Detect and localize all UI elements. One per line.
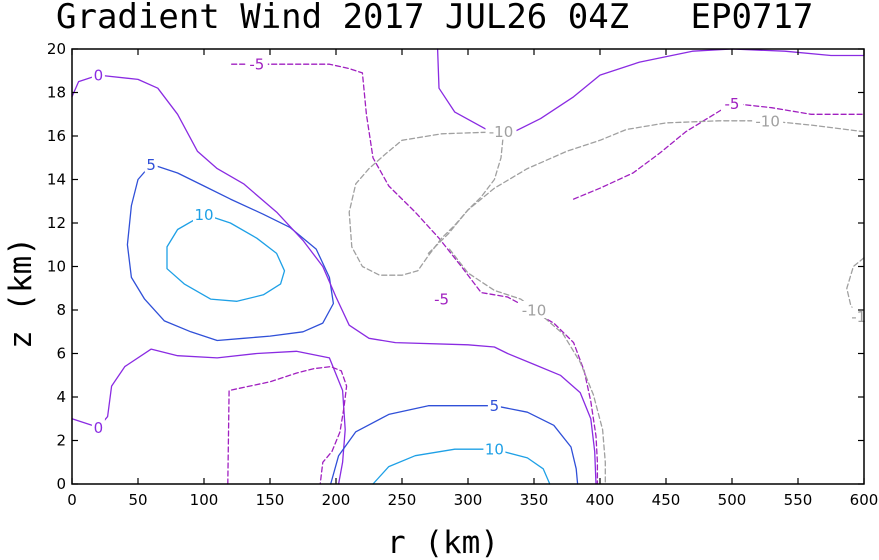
contour-line-7 [227, 365, 348, 485]
y-tick-label-7: 14 [47, 171, 66, 189]
y-tick-label-3: 6 [56, 345, 66, 363]
x-tick-label-1: 50 [128, 491, 147, 509]
contour-label-3: 0 [94, 419, 104, 437]
contour-label-0: 10 [194, 206, 213, 224]
contour-line-10 [348, 131, 505, 276]
y-axis-label: z (km) [3, 237, 39, 349]
contour-label-7: -5 [249, 56, 264, 74]
contour-label-2: 0 [94, 67, 104, 85]
x-tick-label-10: 500 [718, 491, 747, 509]
x-tick-label-4: 200 [322, 491, 351, 509]
x-tick-label-9: 450 [652, 491, 681, 509]
x-tick-label-2: 100 [190, 491, 219, 509]
y-tick-label-5: 10 [47, 258, 66, 276]
contour-label-1: 5 [146, 156, 156, 174]
contour-line-6 [372, 448, 551, 485]
y-tick-label-6: 12 [47, 214, 66, 232]
contour-label-bg-12 [518, 301, 550, 318]
y-tick-label-8: 16 [47, 127, 66, 145]
contour-label-6: 10 [485, 441, 504, 459]
x-tick-label-6: 300 [454, 491, 483, 509]
contour-line-8 [231, 63, 599, 485]
contour-label-bg-8 [430, 290, 453, 308]
y-tick-label-0: 0 [56, 475, 66, 493]
contour-label-13: -1 [851, 308, 866, 326]
y-tick-label-4: 8 [56, 301, 66, 319]
contour-label-9: -5 [725, 95, 740, 113]
contour-line-1 [126, 163, 335, 342]
x-tick-label-5: 250 [388, 491, 417, 509]
plot-frame [71, 48, 865, 485]
contour-line-0 [166, 213, 286, 302]
contour-label-bg-7 [245, 55, 268, 73]
x-axis-label: r (km) [387, 525, 499, 560]
x-tick-label-12: 600 [850, 491, 879, 509]
contour-label-bg-1 [144, 155, 158, 173]
x-tick-label-7: 350 [520, 491, 549, 509]
y-tick-label-9: 18 [47, 84, 66, 102]
x-tick-label-8: 400 [586, 491, 615, 509]
contour-line-4 [436, 48, 865, 135]
y-tick-label-10: 20 [47, 40, 66, 58]
x-tick-label-0: 0 [67, 491, 77, 509]
contour-line-9 [572, 102, 865, 200]
contour-label-12: -10 [522, 302, 547, 320]
x-axis: 0 50 100 150 200 250 300 350 400 450 500 550 600 [67, 49, 878, 509]
contour-line-12 [448, 248, 606, 485]
y-axis: 0 2 4 6 8 10 12 14 16 18 20 [47, 40, 864, 493]
contour-line-3 [71, 348, 346, 485]
x-tick-label-3: 150 [256, 491, 285, 509]
contour-label-bg-5 [487, 396, 501, 414]
contour-label-10: -10 [489, 123, 514, 141]
contour-label-layer: 105000510-5-5-5-10-10-10-1 [91, 55, 870, 459]
contour-label-bg-11 [752, 111, 784, 129]
contour-label-5: 5 [490, 397, 500, 415]
contour-label-bg-2 [91, 66, 105, 84]
contour-label-8: -5 [434, 291, 449, 309]
contour-label-bg-6 [483, 440, 506, 458]
chart-title: Gradient Wind 2017 JUL26 04Z EP0717 [56, 0, 813, 37]
contour-line-5 [330, 405, 579, 485]
contour-line-2 [71, 74, 597, 485]
contour-label-bg-9 [721, 94, 743, 112]
contour-layer [71, 48, 865, 485]
contour-label-bg-10 [485, 122, 517, 140]
x-tick-label-11: 550 [784, 491, 813, 509]
contour-label-bg-0 [193, 205, 215, 223]
contour-label-11: -10 [755, 112, 780, 130]
y-tick-label-2: 4 [56, 388, 66, 406]
y-tick-label-1: 2 [56, 432, 66, 450]
contour-label-bg-3 [91, 418, 105, 436]
